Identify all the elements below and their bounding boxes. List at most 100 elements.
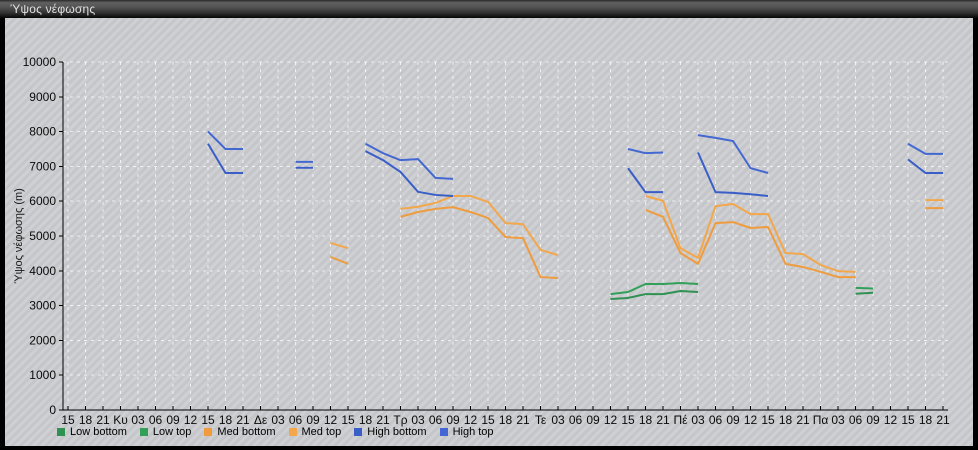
series-med-bottom	[400, 206, 559, 280]
y-tick-label: 0	[49, 403, 56, 417]
x-tick-label: Κυ	[113, 413, 128, 427]
x-tick-label: 21	[516, 413, 530, 427]
x-tick-label: 18	[79, 413, 93, 427]
x-tick-label: 12	[604, 413, 618, 427]
x-tick-label: Πα	[813, 413, 829, 427]
x-tick-label: 21	[376, 413, 390, 427]
legend-item-low-top: Low top	[139, 426, 192, 438]
x-tick-label: 21	[936, 413, 950, 427]
series-med-bottom	[330, 255, 349, 265]
series-low-bottom	[855, 291, 874, 295]
series-high-top	[697, 134, 769, 174]
legend-item-med-top: Med top	[288, 426, 342, 438]
series-high-top	[907, 142, 943, 155]
x-tick-label: 15	[761, 413, 775, 427]
y-tick-label: 7000	[29, 159, 56, 173]
series-med-top	[645, 195, 856, 273]
legend-swatch-med-top	[288, 428, 297, 436]
x-tick-label: 21	[656, 413, 670, 427]
window-title: Ύψος νέφωσης	[10, 2, 96, 16]
x-tick-label: 09	[586, 413, 600, 427]
x-tick-label: 06	[429, 413, 443, 427]
series-low-bottom	[610, 289, 699, 300]
y-tick-label: 5000	[29, 229, 56, 243]
legend-label-high-top: High top	[452, 426, 494, 438]
legend-label-high-bottom: High bottom	[367, 426, 427, 438]
chart-panel: 0 1000 2000 3000 4000 5000 6000 7000 8000 9000 100…	[5, 18, 973, 446]
x-tick-label: 06	[149, 413, 163, 427]
y-tick-label: 2000	[29, 333, 56, 347]
x-tick-label: 12	[324, 413, 338, 427]
legend-swatch-med-bottom	[204, 428, 213, 436]
x-tick-label: 03	[411, 413, 425, 427]
legend-label-low-top: Low top	[152, 426, 192, 438]
series-high-top	[365, 142, 454, 180]
x-tick-label: Τε	[535, 413, 547, 427]
y-tick-label: 3000	[29, 299, 56, 313]
x-tick-label: 12	[744, 413, 758, 427]
series-high-bottom	[207, 143, 243, 175]
x-tick-label: 06	[849, 413, 863, 427]
series-high-bottom	[365, 150, 454, 197]
x-tick-label: 18	[919, 413, 933, 427]
series-med-bottom	[645, 208, 856, 279]
chart-legend: Low bottom Low top Med bottom Med top High b…	[57, 426, 494, 438]
x-tick-label: 18	[499, 413, 513, 427]
x-tick-label: 06	[709, 413, 723, 427]
series-high-bottom	[627, 167, 663, 194]
x-tick-label: 09	[166, 413, 180, 427]
x-tick-label: 12	[184, 413, 198, 427]
x-tick-label: 18	[779, 413, 793, 427]
legend-swatch-high-bottom	[354, 428, 363, 436]
series-low-top	[610, 281, 699, 296]
legend-swatch-high-top	[439, 428, 448, 436]
legend-swatch-low-top	[139, 428, 148, 436]
x-tick-label: 15	[61, 413, 75, 427]
series-high-bottom	[907, 158, 943, 175]
x-tick-label: 03	[131, 413, 145, 427]
x-tick-label: Δε	[254, 413, 268, 427]
legend-item-high-bottom: High bottom	[354, 426, 427, 438]
window-titlebar[interactable]: Ύψος νέφωσης	[0, 0, 978, 18]
y-tick-label: 9000	[29, 90, 56, 104]
x-tick-label: 09	[306, 413, 320, 427]
legend-item-high-top: High top	[439, 426, 494, 438]
x-tick-label: 06	[289, 413, 303, 427]
x-tick-label: 21	[796, 413, 810, 427]
x-tick-label: 06	[569, 413, 583, 427]
legend-swatch-low-bottom	[57, 428, 65, 436]
y-tick-label: 4000	[29, 264, 56, 278]
y-tick-label: 8000	[29, 125, 56, 139]
x-tick-label: 09	[726, 413, 740, 427]
series-high-top	[207, 130, 243, 150]
cloud-height-chart: 0 1000 2000 3000 4000 5000 6000 7000 8000 9000 100…	[13, 55, 950, 427]
y-tick-label: 10000	[23, 55, 57, 69]
x-tick-label: Πέ	[673, 413, 688, 427]
legend-label-med-top: Med top	[301, 426, 342, 438]
x-tick-label: 15	[481, 413, 495, 427]
x-tick-label: 18	[219, 413, 233, 427]
x-tick-label: Τρ	[393, 413, 407, 427]
x-tick-label: 21	[236, 413, 250, 427]
x-tick-label: 12	[884, 413, 898, 427]
series-med-top	[400, 194, 559, 257]
x-tick-label: 03	[271, 413, 285, 427]
x-tick-label: 15	[901, 413, 915, 427]
x-tick-label: 09	[446, 413, 460, 427]
series-med-top	[330, 242, 349, 250]
legend-label-low-bottom: Low bottom	[70, 426, 127, 438]
series-high-bottom	[697, 152, 769, 197]
x-tick-label: 09	[866, 413, 880, 427]
y-tick-label: 1000	[29, 368, 56, 382]
legend-item-med-bottom: Med bottom	[204, 426, 276, 438]
x-tick-label: 15	[341, 413, 355, 427]
series-low-top	[855, 286, 874, 290]
series-high-top	[627, 148, 664, 155]
legend-label-med-bottom: Med bottom	[217, 426, 276, 438]
x-tick-label: 15	[621, 413, 635, 427]
x-tick-label: 18	[359, 413, 373, 427]
x-tick-label: 03	[831, 413, 845, 427]
x-tick-label: 18	[639, 413, 653, 427]
y-axis-title: Ύψος νέφωσης (m)	[13, 188, 25, 284]
x-tick-label: 15	[201, 413, 215, 427]
